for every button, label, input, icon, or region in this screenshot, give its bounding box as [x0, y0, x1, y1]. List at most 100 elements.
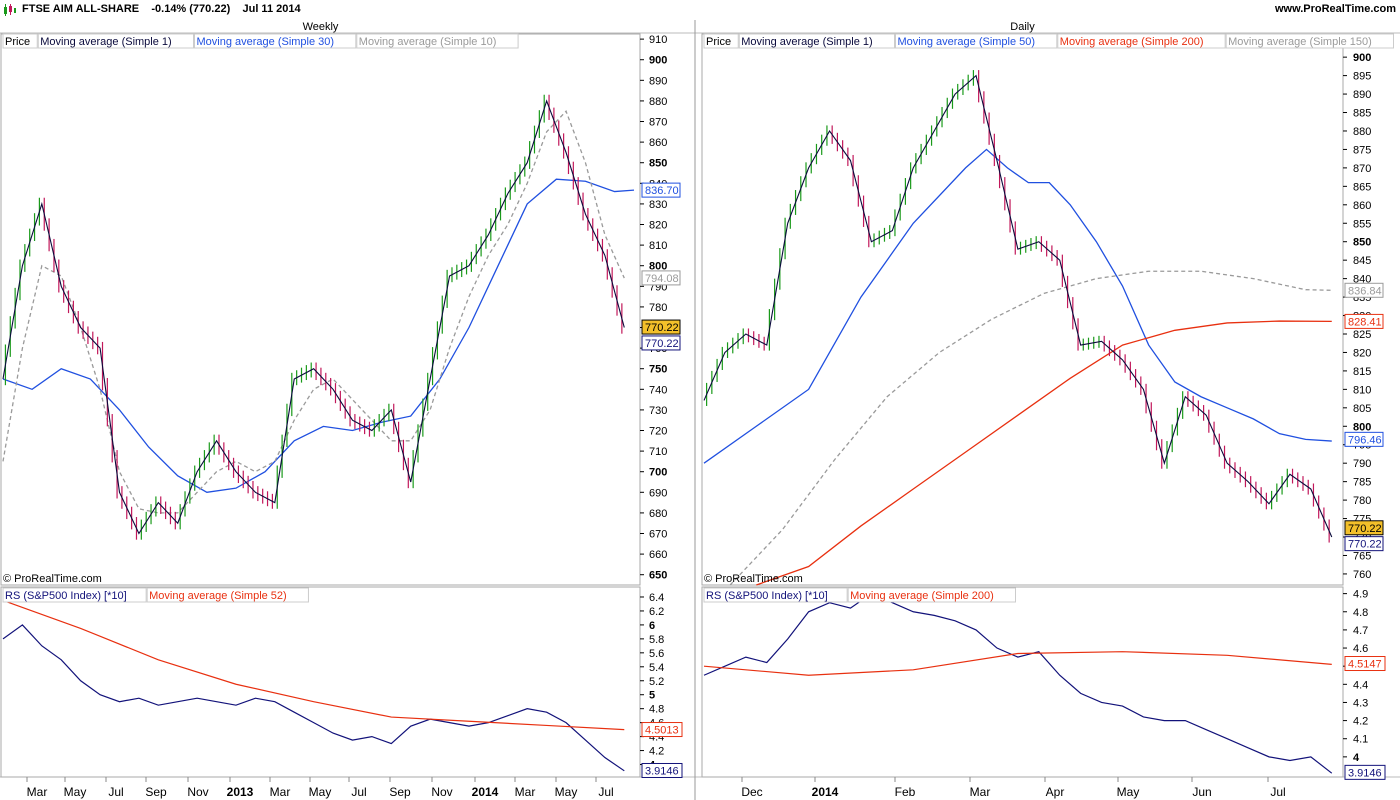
rs-legend-box — [847, 587, 1017, 603]
rs-y-tick-label: 5.8 — [649, 634, 664, 646]
rs-legend-label: Moving average (Simple 200) — [850, 590, 994, 602]
rs-y-tick-label: 4.1 — [1353, 734, 1368, 746]
y-tick-label: 810 — [1353, 384, 1371, 396]
y-tick-label: 875 — [1353, 144, 1371, 156]
top-bar: FTSE AIM ALL-SHARE -0.14% (770.22) Jul 1… — [0, 0, 1400, 20]
x-tick-label: Mar — [970, 785, 991, 799]
y-tick-label: 810 — [649, 240, 667, 252]
rs-legend-label: RS (S&P500 Index) [*10] — [5, 590, 127, 602]
y-tick-label: 660 — [649, 549, 667, 561]
y-tick-label: 865 — [1353, 181, 1371, 193]
rs-line — [2, 599, 625, 731]
rs-y-tick-label: 4.8 — [649, 704, 664, 716]
x-tick-label: Mar — [270, 785, 291, 799]
legend-box — [37, 33, 194, 49]
panel-title: Weekly — [303, 21, 339, 33]
y-tick-label: 750 — [649, 364, 667, 376]
rs-value-tag-label: 3.9146 — [1348, 767, 1382, 779]
y-tick-label: 820 — [1353, 347, 1371, 359]
y-tick-label: 860 — [649, 137, 667, 149]
y-tick-label: 880 — [649, 96, 667, 108]
rs-value-tag — [641, 722, 683, 738]
weekly-panel: Weekly 650 660 670 680 690 700 710 720 730 740 750 7… — [0, 21, 683, 799]
y-tick-label: 890 — [649, 75, 667, 87]
watermark: © ProRealTime.com — [704, 573, 803, 585]
legend-box — [356, 33, 519, 49]
chart-canvas[interactable]: Weekly 650 660 670 680 690 700 710 720 730 740 750 7… — [0, 20, 1400, 800]
rs-y-tick-label: 4.9 — [1353, 589, 1368, 601]
x-tick-label: Jul — [598, 785, 613, 799]
value-tag — [1344, 282, 1384, 298]
rs-value-tag — [1344, 764, 1386, 780]
price-pane-frame — [701, 33, 1344, 586]
rs-legend-label: Moving average (Simple 52) — [149, 590, 287, 602]
legend-box — [738, 33, 895, 49]
ma-line — [2, 178, 635, 493]
x-tick-label: Jul — [351, 785, 366, 799]
x-tick-label: Jun — [1192, 785, 1211, 799]
y-tick-label: 815 — [1353, 366, 1371, 378]
legend-label: Moving average (Simple 1) — [40, 36, 171, 48]
legend-label: Moving average (Simple 150) — [1228, 36, 1372, 48]
value-tag — [1344, 536, 1384, 552]
y-tick-label: 780 — [1353, 495, 1371, 507]
rs-line — [2, 624, 625, 772]
x-tick-label: 2013 — [227, 785, 254, 799]
legend-label: Moving average (Simple 200) — [1060, 36, 1204, 48]
rs-y-tick-label: 5.4 — [649, 662, 664, 674]
price-line — [2, 99, 625, 535]
rs-y-tick-label: 4.4 — [1353, 679, 1368, 691]
value-tag-label: 770.22 — [1348, 523, 1382, 535]
change: -0.14% (770.22) — [151, 3, 231, 15]
value-tag — [1344, 313, 1384, 329]
value-tag-label: 836.84 — [1348, 285, 1382, 297]
value-tag — [641, 182, 681, 198]
value-tag-label: 836.70 — [645, 185, 679, 197]
value-tag-label: 770.22 — [645, 322, 679, 334]
x-tick-label: May — [64, 785, 87, 799]
daily-panel: Daily76076577077578078579079580080581081… — [701, 21, 1395, 799]
rs-y-tick-label: 6.2 — [649, 606, 664, 618]
legend-label: Price — [5, 36, 30, 48]
x-tick-label: Mar — [27, 785, 48, 799]
y-tick-label: 740 — [649, 384, 667, 396]
ma-line — [2, 110, 625, 514]
rs-legend-box — [2, 587, 147, 603]
y-tick-label: 700 — [649, 467, 667, 479]
legend-box — [194, 33, 357, 49]
rs-y-tick-label: 4 — [1353, 752, 1360, 764]
y-tick-label: 760 — [1353, 569, 1371, 581]
x-tick-label: Jul — [1270, 785, 1285, 799]
y-tick-label: 870 — [1353, 163, 1371, 175]
value-tag-label: 796.46 — [1348, 434, 1382, 446]
rs-legend-box — [703, 587, 848, 603]
rs-y-tick-label: 6 — [649, 620, 655, 632]
legend-box — [1057, 33, 1226, 49]
x-tick-label: Nov — [187, 785, 208, 799]
y-tick-label: 800 — [1353, 421, 1371, 433]
rs-value-tag-label: 4.5013 — [645, 725, 679, 737]
y-tick-label: 730 — [649, 405, 667, 417]
panel-title: Daily — [1010, 21, 1035, 33]
legend-label: Moving average (Simple 10) — [359, 36, 497, 48]
value-tag — [641, 319, 681, 335]
site-url[interactable]: www.ProRealTime.com — [1274, 3, 1396, 15]
legend-label: Moving average (Simple 30) — [197, 36, 335, 48]
ma-line — [729, 270, 1332, 586]
rs-legend-box — [146, 587, 309, 603]
y-tick-label: 830 — [649, 199, 667, 211]
instrument-title: FTSE AIM ALL-SHARE -0.14% (770.22) Jul 1… — [22, 3, 301, 15]
price-line — [703, 74, 1333, 538]
rs-y-tick-label: 5 — [649, 690, 655, 702]
rs-legend-label: RS (S&P500 Index) [*10] — [706, 590, 828, 602]
y-tick-label: 800 — [649, 261, 667, 273]
legend-box — [703, 33, 739, 49]
y-tick-label: 850 — [649, 158, 667, 170]
x-tick-label: May — [555, 785, 578, 799]
y-tick-label: 860 — [1353, 200, 1371, 212]
date: Jul 11 2014 — [242, 3, 301, 15]
x-tick-label: Sep — [389, 785, 411, 799]
y-tick-label: 690 — [649, 487, 667, 499]
y-tick-label: 910 — [649, 34, 667, 46]
y-tick-label: 720 — [649, 426, 667, 438]
